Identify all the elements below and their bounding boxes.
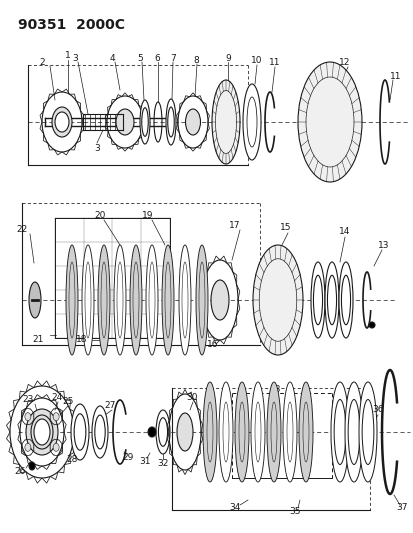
- Text: 30: 30: [186, 393, 197, 402]
- Text: 25: 25: [62, 398, 74, 407]
- Text: 26: 26: [14, 467, 26, 477]
- Ellipse shape: [235, 382, 248, 482]
- Text: 15: 15: [280, 223, 291, 232]
- Ellipse shape: [140, 100, 150, 144]
- Ellipse shape: [71, 404, 89, 460]
- Ellipse shape: [82, 245, 94, 355]
- Text: 24: 24: [51, 393, 62, 402]
- Ellipse shape: [298, 382, 312, 482]
- Ellipse shape: [92, 406, 108, 458]
- Ellipse shape: [52, 107, 72, 137]
- Text: 6: 6: [154, 53, 159, 62]
- Text: 18: 18: [76, 335, 88, 344]
- Text: 16: 16: [207, 341, 218, 350]
- Text: 33: 33: [268, 385, 280, 394]
- Text: 7: 7: [170, 53, 176, 62]
- Ellipse shape: [242, 84, 260, 160]
- Ellipse shape: [114, 245, 126, 355]
- Text: 35: 35: [289, 507, 300, 516]
- Text: 4: 4: [109, 53, 114, 62]
- Text: 17: 17: [229, 221, 240, 230]
- Ellipse shape: [185, 109, 200, 135]
- Ellipse shape: [177, 413, 192, 451]
- Ellipse shape: [338, 262, 352, 338]
- Text: 21: 21: [32, 335, 44, 344]
- Ellipse shape: [53, 413, 59, 421]
- Ellipse shape: [66, 245, 78, 355]
- Ellipse shape: [25, 443, 31, 451]
- Ellipse shape: [161, 245, 173, 355]
- Text: 5: 5: [137, 53, 142, 62]
- Ellipse shape: [330, 382, 348, 482]
- Text: 27: 27: [104, 401, 115, 410]
- Ellipse shape: [31, 415, 53, 449]
- Text: 22: 22: [17, 225, 28, 235]
- Ellipse shape: [29, 282, 41, 318]
- Text: 29: 29: [122, 454, 133, 463]
- Ellipse shape: [156, 410, 170, 454]
- Text: 10: 10: [251, 55, 262, 64]
- Ellipse shape: [116, 109, 134, 135]
- Text: 20: 20: [94, 211, 105, 220]
- Text: 31: 31: [139, 457, 150, 466]
- Text: 32: 32: [157, 459, 168, 469]
- Text: 37: 37: [395, 504, 407, 513]
- Text: 19: 19: [142, 211, 153, 220]
- Text: 12: 12: [339, 58, 350, 67]
- Ellipse shape: [53, 443, 59, 451]
- Ellipse shape: [202, 382, 216, 482]
- Ellipse shape: [34, 419, 50, 445]
- Ellipse shape: [178, 245, 190, 355]
- Ellipse shape: [29, 462, 35, 470]
- Ellipse shape: [26, 409, 58, 455]
- Ellipse shape: [211, 80, 240, 164]
- Text: 8: 8: [192, 55, 198, 64]
- Text: 28: 28: [66, 456, 78, 464]
- Ellipse shape: [297, 62, 361, 182]
- Text: 11: 11: [389, 71, 401, 80]
- Ellipse shape: [324, 262, 338, 338]
- Text: 36: 36: [371, 406, 383, 415]
- Ellipse shape: [166, 99, 176, 145]
- Text: 90351  2000C: 90351 2000C: [18, 18, 125, 32]
- Text: 23: 23: [22, 395, 33, 405]
- Ellipse shape: [282, 382, 296, 482]
- Text: 3: 3: [94, 143, 100, 152]
- Ellipse shape: [195, 245, 207, 355]
- Text: 3: 3: [72, 53, 78, 62]
- Text: 1: 1: [65, 51, 71, 60]
- Text: 34: 34: [229, 504, 240, 513]
- Ellipse shape: [218, 382, 233, 482]
- Ellipse shape: [358, 382, 376, 482]
- Text: 2: 2: [39, 58, 45, 67]
- Ellipse shape: [211, 280, 228, 320]
- Text: 13: 13: [377, 241, 389, 251]
- Ellipse shape: [147, 427, 156, 437]
- Ellipse shape: [368, 322, 374, 328]
- Ellipse shape: [25, 413, 31, 421]
- Text: 14: 14: [339, 228, 350, 237]
- Text: 9: 9: [225, 53, 230, 62]
- Text: 11: 11: [268, 58, 280, 67]
- Ellipse shape: [250, 382, 264, 482]
- Ellipse shape: [130, 245, 142, 355]
- Ellipse shape: [98, 245, 110, 355]
- Ellipse shape: [266, 382, 280, 482]
- Ellipse shape: [146, 245, 158, 355]
- Ellipse shape: [252, 245, 302, 355]
- Ellipse shape: [310, 262, 324, 338]
- Ellipse shape: [344, 382, 362, 482]
- Ellipse shape: [55, 112, 69, 132]
